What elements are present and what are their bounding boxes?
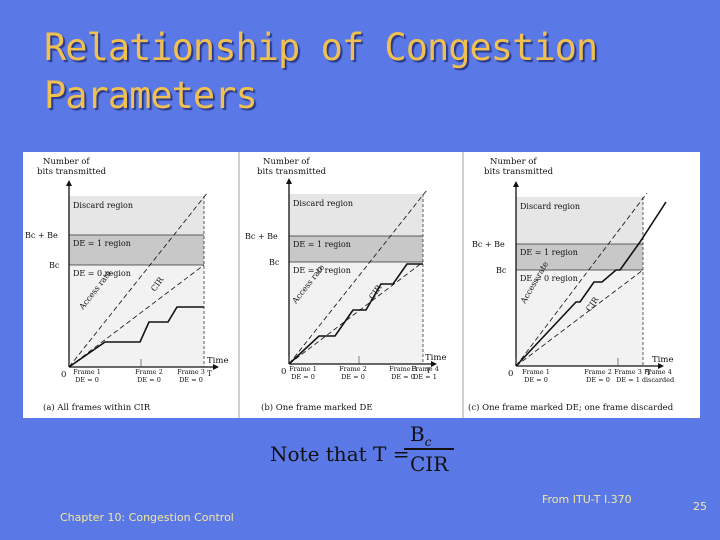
panel-3-caption: (c) One frame marked DE; one frame disca… [468, 402, 674, 413]
panel-2-frame-3-de: DE = 0 [391, 373, 415, 381]
panel-2-access-rate-line [288, 189, 428, 365]
panel-1-x-axis-arrow [213, 364, 219, 370]
panel-1-frame-1-de: DE = 0 [75, 376, 99, 384]
panel-2-x-axis-arrow [431, 361, 437, 367]
panel-2-y-axis-arrow [286, 178, 292, 184]
note-numerator-base: B [410, 422, 425, 446]
panel-3-de1-label: DE = 1 region [520, 248, 578, 257]
panel-3-frame-2-de: DE = 0 [586, 376, 610, 384]
page-number: 25 [693, 500, 707, 513]
fraction-bar [404, 448, 454, 450]
panel-1-access-rate-line [68, 191, 209, 368]
panel-1-y-axis-label-2: bits transmitted [37, 167, 107, 177]
panel-1-y-axis-label-1: Number of [43, 157, 90, 167]
panel-3-frame-4-label: Frame 4 [644, 368, 672, 376]
panel-3-bc-label: Bc [496, 266, 507, 275]
source-citation: From ITU-T I.370 [542, 493, 632, 506]
chapter-footer: Chapter 10: Congestion Control [60, 511, 234, 524]
panel-1-de1-region [69, 235, 204, 265]
panel-2-frame-4-de: DE = 1 [413, 373, 437, 381]
panel-3-frame-2-label: Frame 2 [584, 368, 612, 376]
panel-3-frame-3-label: Frame 3 [614, 368, 642, 376]
panel-2-origin-label: 0 [281, 367, 286, 377]
panel-2-bc-label: Bc [269, 258, 280, 267]
panel-1-y-axis-arrow [66, 180, 72, 186]
note-denominator: CIR [410, 452, 449, 476]
panel-1-discard-label: Discard region [73, 201, 133, 210]
panel-1-frame-3-label: Frame 3 [177, 368, 205, 376]
note-numerator: Bc [410, 422, 431, 449]
panel-2-y-axis-label-1: Number of [263, 157, 310, 167]
panel-2-de0-label: DE = 0 region [293, 266, 351, 275]
panel-3-y-axis-arrow [513, 181, 519, 187]
panel-3-frame-1-de: DE = 0 [524, 376, 548, 384]
panel-1-origin-label: 0 [61, 370, 66, 380]
panel-3-discard-region [516, 197, 643, 244]
panel-1-bc-be-label: Bc + Be [25, 231, 58, 240]
slide-title-line-2: Parameters [44, 74, 258, 117]
panel-3-origin-label: 0 [508, 369, 513, 379]
panel-2-de1-label: DE = 1 region [293, 240, 351, 249]
panel-3-access-rate-line [515, 192, 648, 367]
panel-2-frame-3-label: Frame 3 [389, 365, 417, 373]
panel-2-frame-1-de: DE = 0 [291, 373, 315, 381]
panel-3-time-label: Time [652, 355, 673, 365]
panel-1-discard-region [69, 196, 204, 235]
panel-1-caption: (a) All frames within CIR [43, 402, 151, 413]
panel-1-cir-line [68, 264, 205, 368]
panel-3-bc-be-label: Bc + Be [472, 240, 505, 249]
panel-3-discard-label: Discard region [520, 202, 580, 211]
slide-title: Relationship of Congestion Parameters [44, 24, 684, 120]
panel-3-t-label: T [646, 368, 651, 377]
panel-3-y-axis-label-2: bits transmitted [484, 167, 554, 177]
panel-3-frame-4-de: discarded [642, 376, 674, 384]
panel-2-t-label: T [426, 366, 431, 375]
panel-3-y-axis-label-1: Number of [490, 157, 537, 167]
panel-1-bits-transmitted-curve [68, 306, 204, 368]
panel-3-bits-transmitted-curve [515, 201, 667, 367]
panel-1-de1-label: DE = 1 region [73, 239, 131, 248]
note-numerator-subscript: c [424, 435, 432, 449]
panel-2-frame-2-label: Frame 2 [339, 365, 367, 373]
panel-2-cir-line [288, 261, 424, 365]
panel-1-time-label: Time [207, 356, 228, 366]
panel-2-frame-2-de: DE = 0 [341, 373, 365, 381]
panel-1-frame-2-de: DE = 0 [137, 376, 161, 384]
panel-2-frame-1-label: Frame 1 [289, 365, 317, 373]
panel-1-t-label: T [207, 369, 212, 378]
panel-1-frame-2-label: Frame 2 [135, 368, 163, 376]
panel-3-cir-line [515, 269, 644, 367]
panel-2-bits-transmitted-curve [288, 263, 423, 365]
panel-1-bc-label: Bc [49, 261, 60, 270]
panel-2-frame-4-label: Frame 4 [411, 365, 439, 373]
slide-title-line-1: Relationship of Congestion [44, 26, 598, 69]
panel-3-frame-1-label: Frame 1 [522, 368, 550, 376]
panel-2-caption: (b) One frame marked DE [261, 402, 373, 413]
panel-2-y-axis-label-2: bits transmitted [257, 167, 327, 177]
panel-2-discard-region [289, 194, 423, 236]
panel-2-bc-be-label: Bc + Be [245, 232, 278, 241]
panel-3-x-axis-arrow [658, 363, 664, 369]
panel-2-time-label: Time [425, 353, 446, 363]
panel-2-de1-region [289, 236, 423, 262]
panel-2-discard-label: Discard region [293, 199, 353, 208]
panel-3-de0-label: DE = 0 region [520, 274, 578, 283]
panel-3-de1-region [516, 244, 643, 270]
note-lead: Note that T = [270, 442, 410, 466]
panel-3-frame-3-de: DE = 1 [616, 376, 640, 384]
congestion-parameters-figure: Number of bits transmitted Bc + Be Bc Discar… [23, 152, 700, 418]
panel-1-frame-1-label: Frame 1 [73, 368, 101, 376]
panel-1-frame-3-de: DE = 0 [179, 376, 203, 384]
panel-1-de0-label: DE = 0 region [73, 269, 131, 278]
note-formula: Note that T = Bc CIR [270, 420, 470, 480]
